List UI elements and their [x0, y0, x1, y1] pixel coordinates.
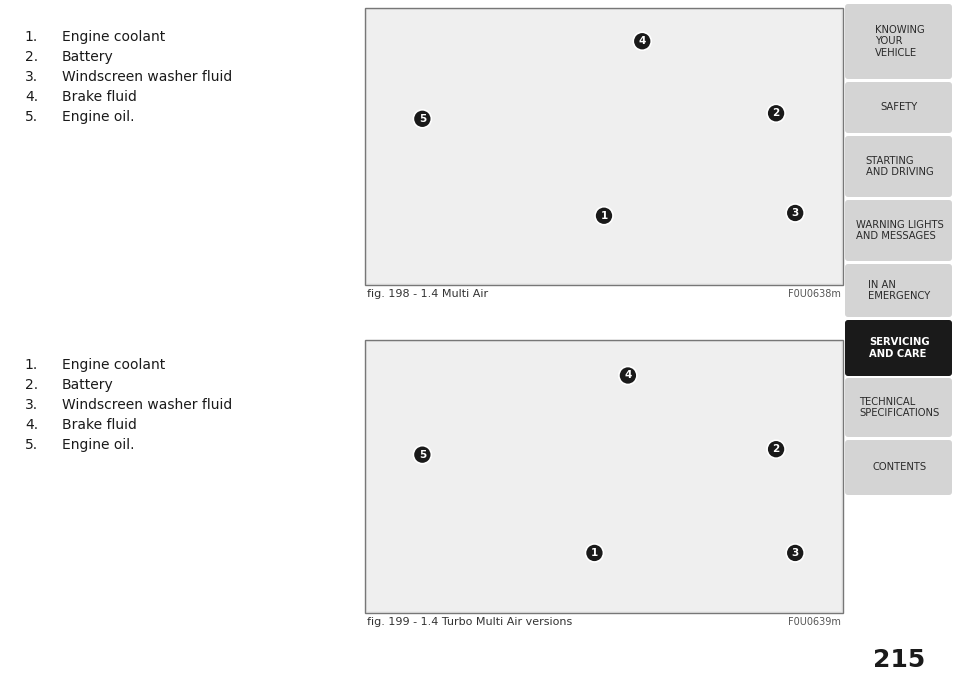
Bar [365, 8, 842, 285]
Text: Battery: Battery [62, 50, 113, 64]
Text: 1.: 1. [25, 358, 38, 372]
FancyBboxPatch shape [844, 4, 951, 79]
Text: 2: 2 [772, 444, 779, 454]
Circle shape [766, 104, 784, 122]
FancyBboxPatch shape [844, 264, 951, 317]
Circle shape [785, 204, 803, 222]
Text: 2.: 2. [25, 378, 38, 392]
Bar [365, 340, 842, 613]
Text: Windscreen washer fluid: Windscreen washer fluid [62, 398, 232, 412]
Text: 1.: 1. [25, 30, 38, 44]
FancyBboxPatch shape [844, 82, 951, 133]
FancyBboxPatch shape [844, 440, 951, 495]
Text: Engine oil.: Engine oil. [62, 110, 134, 124]
Text: Engine oil.: Engine oil. [62, 438, 134, 452]
Text: WARNING LIGHTS
AND MESSAGES: WARNING LIGHTS AND MESSAGES [855, 219, 943, 242]
Bar [367, 342, 841, 611]
FancyBboxPatch shape [844, 320, 951, 376]
Text: 3.: 3. [25, 398, 38, 412]
Text: Battery: Battery [62, 378, 113, 392]
Text: CONTENTS: CONTENTS [872, 462, 925, 472]
Text: 5.: 5. [25, 110, 38, 124]
Text: TECHNICAL
SPECIFICATIONS: TECHNICAL SPECIFICATIONS [859, 396, 939, 419]
Text: KNOWING
YOUR
VEHICLE: KNOWING YOUR VEHICLE [874, 25, 923, 58]
Text: 5: 5 [418, 450, 426, 460]
Text: SERVICING
AND CARE: SERVICING AND CARE [868, 337, 929, 359]
Text: 215: 215 [872, 648, 924, 672]
FancyBboxPatch shape [844, 136, 951, 197]
Text: fig. 198 - 1.4 Multi Air: fig. 198 - 1.4 Multi Air [367, 289, 488, 299]
Text: 3: 3 [791, 548, 798, 558]
Text: Brake fluid: Brake fluid [62, 418, 136, 432]
Text: 3: 3 [791, 208, 798, 218]
Circle shape [413, 446, 431, 464]
FancyBboxPatch shape [844, 200, 951, 261]
Circle shape [785, 544, 803, 562]
Text: 4.: 4. [25, 418, 38, 432]
Text: IN AN
EMERGENCY: IN AN EMERGENCY [867, 280, 929, 302]
Text: fig. 199 - 1.4 Turbo Multi Air versions: fig. 199 - 1.4 Turbo Multi Air versions [367, 617, 572, 627]
Text: F0U0639m: F0U0639m [787, 617, 841, 627]
Text: 5: 5 [418, 114, 426, 124]
FancyBboxPatch shape [844, 378, 951, 437]
Circle shape [585, 544, 603, 562]
Text: Windscreen washer fluid: Windscreen washer fluid [62, 70, 232, 84]
Text: Brake fluid: Brake fluid [62, 90, 136, 104]
Text: 4.: 4. [25, 90, 38, 104]
Text: 1: 1 [590, 548, 598, 558]
Text: 4: 4 [623, 371, 631, 380]
Text: 2.: 2. [25, 50, 38, 64]
Circle shape [766, 440, 784, 458]
Text: F0U0638m: F0U0638m [787, 289, 841, 299]
Bar [367, 10, 841, 283]
Text: 1: 1 [599, 211, 607, 221]
Circle shape [618, 367, 637, 384]
Text: STARTING
AND DRIVING: STARTING AND DRIVING [864, 155, 932, 177]
Text: Engine coolant: Engine coolant [62, 358, 165, 372]
Circle shape [413, 110, 431, 128]
Text: 2: 2 [772, 108, 779, 118]
Text: 4: 4 [638, 36, 645, 46]
Circle shape [595, 207, 613, 225]
Text: SAFETY: SAFETY [880, 102, 917, 112]
Text: 5.: 5. [25, 438, 38, 452]
Circle shape [633, 32, 651, 50]
Text: 3.: 3. [25, 70, 38, 84]
Text: Engine coolant: Engine coolant [62, 30, 165, 44]
